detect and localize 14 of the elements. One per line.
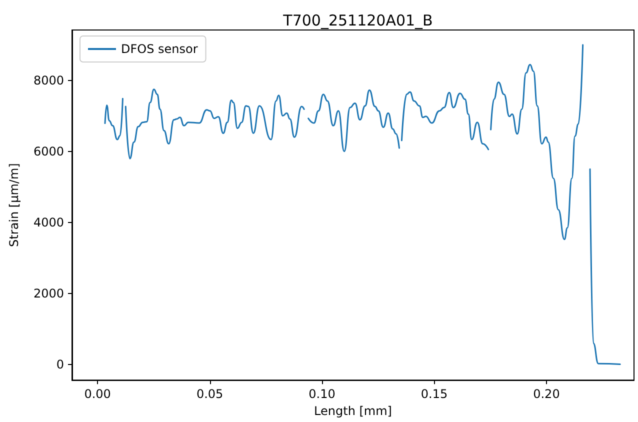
y-tick-label: 8000: [33, 73, 64, 88]
y-axis-title: Strain [μm/m]: [7, 163, 21, 247]
y-tick-label: 4000: [33, 215, 64, 230]
x-tick-label: 0.05: [196, 387, 224, 402]
y-tick-label: 0: [56, 357, 64, 372]
x-axis-title: Length [mm]: [314, 404, 392, 418]
x-tick-label: 0.20: [533, 387, 560, 402]
x-tick-label: 0.10: [308, 387, 336, 402]
y-tick-label: 2000: [33, 286, 64, 300]
x-tick-label: 0.00: [84, 387, 111, 402]
chart-title: T700_251120A01_B: [282, 12, 433, 30]
y-tick-label: 6000: [33, 144, 64, 158]
legend-label: DFOS sensor: [121, 42, 198, 56]
x-tick-label: 0.15: [420, 387, 448, 402]
